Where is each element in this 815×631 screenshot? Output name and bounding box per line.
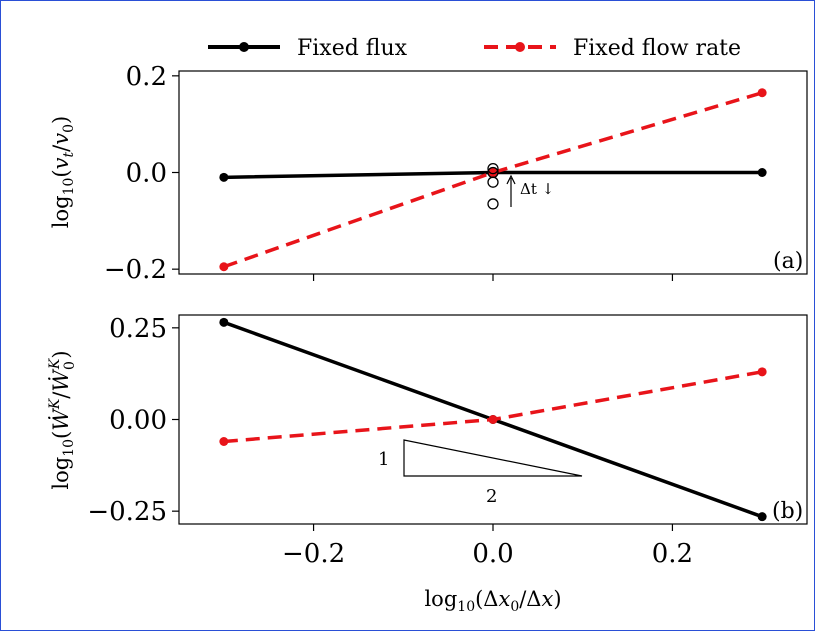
series-line-fixed-flow-rate [223,91,763,269]
legend-label-fixed-flow-rate: Fixed flow rate [573,36,741,61]
panel-a-y-ticks: −0.2 0.0 0.2 [104,62,179,285]
data-point-fixed-flow-rate [219,437,229,446]
slope-run-label: 2 [486,486,497,507]
data-point-fixed-flow-rate [757,88,767,98]
panel-a: −0.2 0.0 0.2 Δt ↓ (a) log10(vt/v0) [49,62,808,285]
slope-triangle-shape [403,439,583,477]
panel-b-y-axis-label: log10(ẆK/Ẇ0K) [47,350,78,489]
data-point-fixed-flow-rate [219,262,229,272]
panel-a-label: (a) [773,249,803,274]
series-line-fixed-flow-rate [223,370,763,444]
y-tick-label: 0.2 [126,62,167,92]
y-tick-label: 0.0 [126,159,167,189]
legend-label-fixed-flux: Fixed flux [297,36,408,61]
y-tick-label: 0.00 [109,406,167,436]
open-marker [487,176,499,188]
data-point-fixed-flow-rate [488,415,498,424]
panel-b-series [219,317,767,522]
data-point-fixed-flux [757,168,767,177]
legend-marker-fixed-flow-rate [515,42,525,52]
panel-a-y-axis-label: log10(vt/v0) [49,116,77,228]
data-point-fixed-flux [219,317,229,327]
y-tick-label: −0.2 [104,255,167,285]
open-marker [487,162,499,175]
data-point-fixed-flow-rate [757,367,767,377]
slope-triangle: 1 2 [378,439,583,507]
panel-a-series [219,88,767,272]
panel-b: −0.25 0.00 0.25 −0.2 0.0 0.2 1 2 (b) log10(Ẇ… [47,314,808,615]
open-marker [487,198,499,210]
y-tick-label: 0.25 [109,314,167,344]
delta-t-arrowhead-icon [506,174,516,185]
x-tick-label: 0.0 [472,539,513,569]
x-axis-label: log10(Δx0/Δx) [424,587,561,615]
data-point-fixed-flux [219,172,229,182]
y-tick-label: −0.25 [87,497,167,527]
data-point-fixed-flux [757,512,767,522]
x-tick-label: 0.2 [652,539,693,569]
panel-b-label: (b) [772,499,803,524]
legend: Fixed flux Fixed flow rate [208,36,741,61]
panel-b-y-ticks: −0.25 0.00 0.25 [87,314,179,527]
legend-marker-fixed-flux [239,42,249,52]
panel-b-x-ticks: −0.2 0.0 0.2 [282,524,693,569]
panel-a-open-markers [487,162,499,210]
delta-t-annotation: Δt ↓ [520,180,554,198]
data-point-fixed-flow-rate [488,168,498,177]
x-tick-label: −0.2 [282,539,345,569]
slope-rise-label: 1 [378,449,389,470]
panel-a-x-ticks [312,274,674,281]
